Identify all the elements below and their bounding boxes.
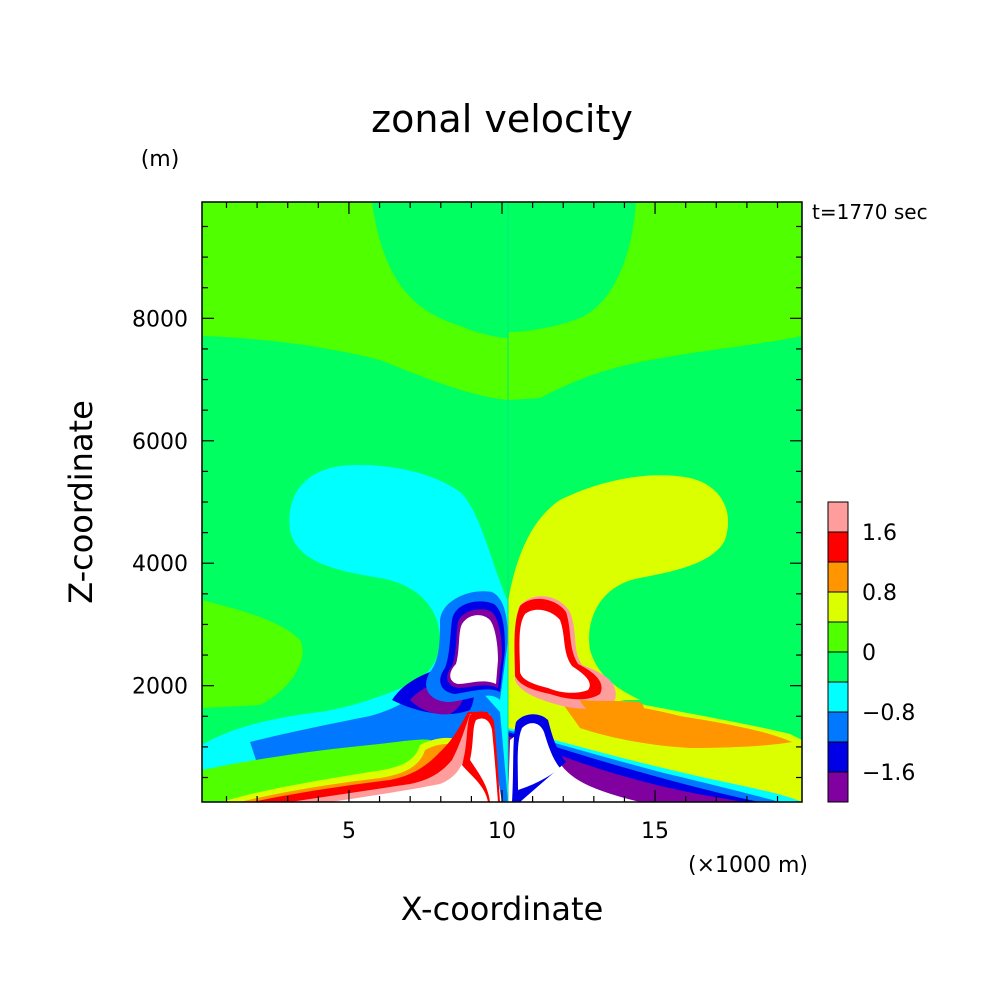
contour-region-left-green-low xyxy=(202,739,434,802)
y-tick-label: 8000 xyxy=(132,307,188,332)
y-tick-label: 4000 xyxy=(132,552,188,577)
colorbar-swatch xyxy=(827,771,849,803)
contour-region-left-green xyxy=(202,600,303,708)
y-tick-label: 6000 xyxy=(132,430,188,455)
colorbar-swatch xyxy=(827,741,849,773)
contour-region-right-white-core xyxy=(519,609,590,693)
contour-region-upper-left-edge xyxy=(202,202,508,400)
contour-region-upper-center xyxy=(372,202,636,332)
y-unit-label: (m) xyxy=(141,147,180,172)
contour-region-left-pink-low xyxy=(290,714,496,802)
colorbar-swatch xyxy=(827,681,849,713)
contour-region-left-pillar-white xyxy=(470,718,498,802)
colorbar-swatch xyxy=(827,501,849,533)
x-tick-label: 15 xyxy=(641,819,669,844)
contour-region-right-green xyxy=(611,610,802,708)
colorbar: −1.6 −0.8 0 0.8 1.6 xyxy=(827,501,915,803)
colorbar-swatch xyxy=(827,561,849,593)
x-tick-label: 10 xyxy=(488,819,516,844)
colorbar-tick-label: 1.6 xyxy=(862,521,897,546)
colorbar-tick-label: 0.8 xyxy=(862,581,897,606)
contour-plot xyxy=(202,202,802,802)
y-axis-label: Z-coordinate xyxy=(62,400,100,604)
contour-region-left-white-low xyxy=(330,715,502,802)
colorbar-swatch xyxy=(827,711,849,743)
x-unit-label: (×1000 m) xyxy=(688,853,808,878)
colorbar-tick-label: 0 xyxy=(862,641,876,666)
colorbar-swatch xyxy=(827,651,849,683)
contour-region-left-white-core xyxy=(450,615,498,684)
colorbar-swatch xyxy=(827,531,849,563)
colorbar-swatch xyxy=(827,621,849,653)
time-label: t=1770 sec xyxy=(812,200,928,224)
axes: 5 10 15 2000 4000 6000 8000 xyxy=(132,202,802,844)
contour-region-right-orange-ring xyxy=(580,700,644,720)
colorbar-tick-label: −0.8 xyxy=(862,701,915,726)
colorbar-tick-label: −1.6 xyxy=(862,761,915,786)
contour-region-right-pillar-white xyxy=(517,723,560,790)
chart-title: zonal velocity xyxy=(371,97,633,141)
y-tick-label: 2000 xyxy=(132,675,188,700)
x-tick-label: 5 xyxy=(342,819,356,844)
colorbar-swatch xyxy=(827,591,849,623)
x-axis-label: X-coordinate xyxy=(401,890,604,928)
